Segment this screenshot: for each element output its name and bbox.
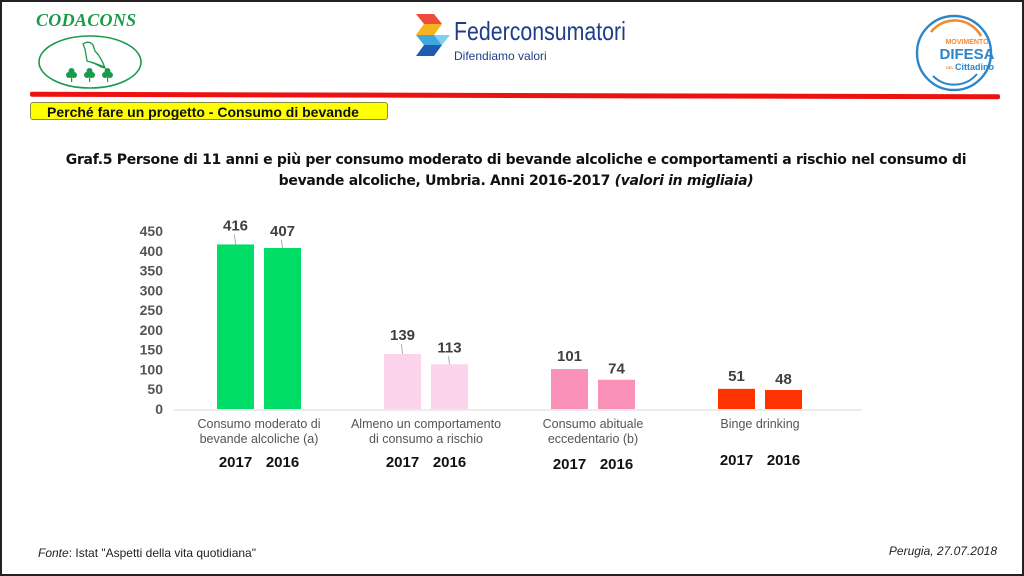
y-tick-label: 250 [140, 302, 164, 318]
footer-place-date: Perugia, 27.07.2018 [888, 544, 997, 558]
data-label: 113 [437, 339, 461, 356]
series-year-label: 2016 [600, 456, 633, 473]
category-label: Consumo abituale [543, 417, 644, 431]
data-label: 51 [728, 368, 745, 385]
data-label-leader [234, 234, 236, 245]
bar [384, 354, 421, 409]
series-year-label: 2016 [767, 452, 800, 469]
codacons-emblem-icon [38, 35, 142, 89]
y-tick-label: 0 [155, 401, 163, 417]
category-label: Binge drinking [720, 417, 799, 431]
data-label: 74 [608, 361, 625, 378]
section-label: Perché fare un progetto - Consumo di bev… [30, 102, 388, 120]
data-label: 416 [223, 217, 248, 234]
footer-source-label: Fonte [38, 546, 69, 560]
data-label-leader [401, 343, 403, 355]
series-year-label: 2017 [219, 454, 252, 471]
chart-title-note: (valori in migliaia) [614, 173, 754, 189]
category-label: eccedentario (b) [548, 432, 638, 446]
category-label: bevande alcoliche (a) [200, 432, 319, 446]
mdc-line3: Cittadino [955, 62, 994, 72]
footer-source-text: : Istat "Aspetti della vita quotidiana" [68, 546, 256, 560]
federconsumatori-tagline: Difendiamo valori [454, 49, 547, 63]
federconsumatori-name: Federconsumatori [454, 16, 626, 46]
series-year-label: 2016 [433, 454, 466, 471]
category-label: di consumo a rischio [369, 432, 483, 446]
data-label-leader [448, 356, 450, 365]
movimento-difesa-cittadino-logo-icon: MOVIMENTO DIFESA DEL Cittadino [915, 14, 995, 92]
y-tick-label: 150 [140, 342, 164, 358]
bar [551, 369, 588, 409]
data-label: 407 [270, 223, 295, 240]
mdc-line1: MOVIMENTO [945, 39, 989, 46]
series-year-label: 2017 [553, 456, 586, 473]
y-tick-label: 200 [140, 322, 164, 338]
mdc-line3-prefix: DEL [946, 65, 955, 70]
y-tick-label: 300 [140, 282, 164, 298]
bar [765, 390, 802, 409]
y-tick-label: 100 [140, 361, 164, 377]
category-label: Almeno un comportamento [351, 417, 501, 431]
chart-title: Graf.5 Persone di 11 anni e più per cons… [42, 150, 990, 192]
series-year-label: 2016 [266, 454, 299, 471]
y-tick-label: 50 [147, 381, 163, 397]
mdc-line2: DIFESA [939, 46, 994, 63]
series-year-label: 2017 [720, 452, 753, 469]
bar [718, 388, 755, 409]
y-tick-label: 450 [140, 223, 164, 239]
y-tick-label: 350 [140, 263, 164, 279]
footer-source: Fonte: Istat "Aspetti della vita quotidi… [38, 546, 256, 560]
federconsumatori-logo-icon [416, 14, 450, 56]
series-year-label: 2017 [386, 454, 419, 471]
data-label-leader [281, 239, 283, 249]
codacons-logo-text: CODACONS [36, 10, 137, 30]
category-label: Consumo moderato di [198, 417, 321, 431]
bar [217, 244, 254, 409]
data-label: 139 [390, 327, 415, 344]
data-label: 48 [775, 371, 792, 388]
chart-title-main: Graf.5 Persone di 11 anni e più per cons… [65, 152, 967, 189]
y-tick-label: 400 [140, 243, 164, 259]
data-label: 101 [557, 348, 582, 365]
bar [431, 364, 468, 409]
bar [598, 379, 635, 409]
bar [264, 248, 301, 409]
